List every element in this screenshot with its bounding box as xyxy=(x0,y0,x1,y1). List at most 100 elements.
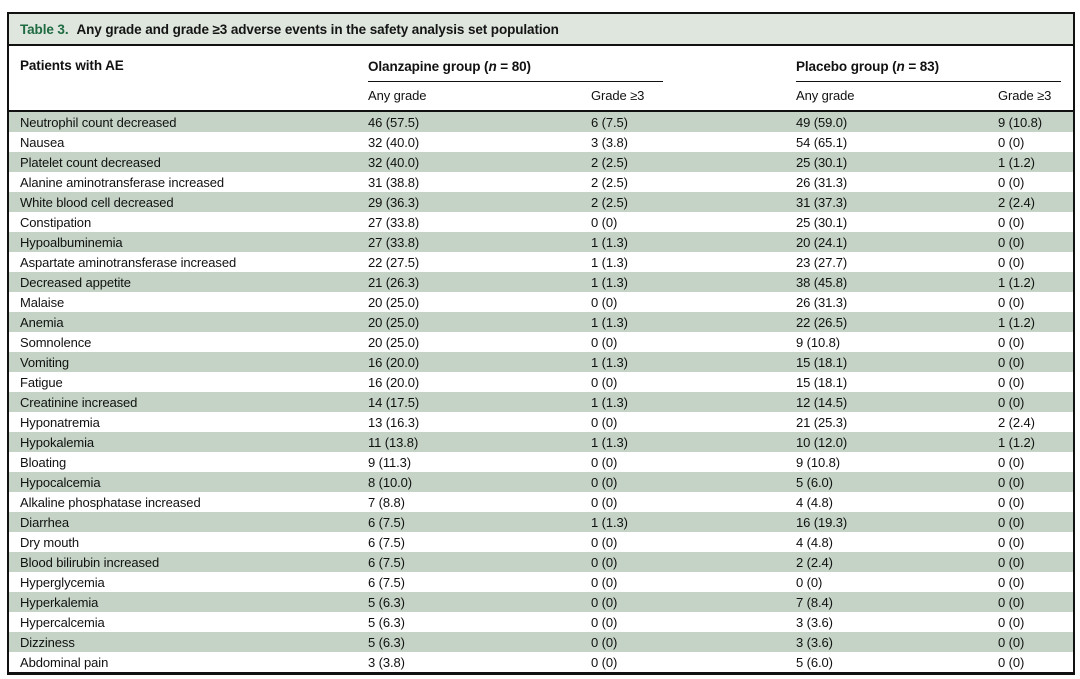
table-body: Neutrophil count decreased 46 (57.5) 6 (7.… xyxy=(9,111,1073,673)
adverse-events-table: Table 3. Any grade and grade ≥3 adverse … xyxy=(7,12,1075,675)
value-cell: 2 (2.5) xyxy=(591,154,628,170)
ae-name-cell: Blood bilirubin increased xyxy=(20,554,160,570)
value-cell: 0 (0) xyxy=(591,614,618,630)
value-cell: 20 (24.1) xyxy=(796,234,848,250)
table-row: Bloating 9 (11.3) 0 (0) 9 (10.8) 0 (0) xyxy=(9,452,1073,472)
value-cell: 22 (27.5) xyxy=(368,254,420,270)
placebo-n-symbol: n xyxy=(896,59,905,74)
table-row: Nausea 32 (40.0) 3 (3.8) 54 (65.1) 0 (0) xyxy=(9,132,1073,152)
table-row: Creatinine increased 14 (17.5) 1 (1.3) 12 (… xyxy=(9,392,1073,412)
value-cell: 49 (59.0) xyxy=(796,114,848,130)
ae-name-cell: Platelet count decreased xyxy=(20,154,161,170)
value-cell: 1 (1.3) xyxy=(591,354,628,370)
table-number-label: Table 3. xyxy=(20,21,69,37)
value-cell: 0 (0) xyxy=(998,574,1025,590)
sub-header-placebo-grade-ge3: Grade ≥3 xyxy=(998,88,1052,103)
value-cell: 14 (17.5) xyxy=(368,394,420,410)
value-cell: 1 (1.3) xyxy=(591,254,628,270)
sub-header-placebo-any-grade: Any grade xyxy=(796,88,855,103)
table-row: Hypocalcemia 8 (10.0) 0 (0) 5 (6.0) 0 (0) xyxy=(9,472,1073,492)
value-cell: 2 (2.4) xyxy=(796,554,833,570)
group-header-row: Patients with AE Olanzapine group (n = 8… xyxy=(9,46,1073,82)
value-cell: 0 (0) xyxy=(998,594,1025,610)
ae-name-cell: Abdominal pain xyxy=(20,654,109,670)
table-row: Platelet count decreased 32 (40.0) 2 (2.5)… xyxy=(9,152,1073,172)
value-cell: 5 (6.3) xyxy=(368,594,405,610)
value-cell: 0 (0) xyxy=(998,514,1025,530)
table-row: Alanine aminotransferase increased 31 (38… xyxy=(9,172,1073,192)
value-cell: 0 (0) xyxy=(998,214,1025,230)
value-cell: 1 (1.3) xyxy=(591,434,628,450)
table-row: Dry mouth 6 (7.5) 0 (0) 4 (4.8) 0 (0) xyxy=(9,532,1073,552)
value-cell: 6 (7.5) xyxy=(368,534,405,550)
value-cell: 16 (20.0) xyxy=(368,374,420,390)
ae-name-cell: Dry mouth xyxy=(20,534,80,550)
value-cell: 6 (7.5) xyxy=(368,554,405,570)
value-cell: 1 (1.3) xyxy=(591,314,628,330)
value-cell: 21 (25.3) xyxy=(796,414,848,430)
value-cell: 15 (18.1) xyxy=(796,374,848,390)
value-cell: 4 (4.8) xyxy=(796,494,833,510)
value-cell: 0 (0) xyxy=(591,474,618,490)
value-cell: 54 (65.1) xyxy=(796,134,848,150)
ae-name-cell: Alanine aminotransferase increased xyxy=(20,174,224,190)
sub-header-empty xyxy=(9,82,368,111)
value-cell: 2 (2.5) xyxy=(591,174,628,190)
value-cell: 0 (0) xyxy=(998,474,1025,490)
value-cell: 20 (25.0) xyxy=(368,314,420,330)
ae-name-cell: Bloating xyxy=(20,454,67,470)
ae-name-cell: Diarrhea xyxy=(20,514,70,530)
group-header-placebo: Placebo group (n = 83) xyxy=(796,46,1073,82)
value-cell: 0 (0) xyxy=(998,454,1025,470)
value-cell: 0 (0) xyxy=(591,574,618,590)
placebo-group-text: Placebo group ( xyxy=(796,59,897,74)
value-cell: 22 (26.5) xyxy=(796,314,848,330)
sub-header-olanzapine-any-grade: Any grade xyxy=(368,88,427,103)
olanzapine-group-rule: Olanzapine group (n = 80) xyxy=(368,59,663,82)
table-row: Decreased appetite 21 (26.3) 1 (1.3) 38 (45… xyxy=(9,272,1073,292)
value-cell: 20 (25.0) xyxy=(368,294,420,310)
table-caption: Any grade and grade ≥3 adverse events in… xyxy=(76,21,559,37)
value-cell: 27 (33.8) xyxy=(368,234,420,250)
table-title-bar: Table 3. Any grade and grade ≥3 adverse … xyxy=(9,14,1073,46)
table-row: Hypoalbuminemia 27 (33.8) 1 (1.3) 20 (24.1)… xyxy=(9,232,1073,252)
ae-name-cell: Alkaline phosphatase increased xyxy=(20,494,201,510)
value-cell: 15 (18.1) xyxy=(796,354,848,370)
ae-name-cell: Hypercalcemia xyxy=(20,614,105,630)
ae-name-cell: Hypokalemia xyxy=(20,434,95,450)
value-cell: 23 (27.7) xyxy=(796,254,848,270)
value-cell: 6 (7.5) xyxy=(368,574,405,590)
value-cell: 0 (0) xyxy=(591,214,618,230)
table-row: Aspartate aminotransferase increased 22 (… xyxy=(9,252,1073,272)
value-cell: 1 (1.2) xyxy=(998,314,1035,330)
value-cell: 31 (38.8) xyxy=(368,174,420,190)
olanzapine-n-symbol: n xyxy=(488,59,497,74)
value-cell: 32 (40.0) xyxy=(368,134,420,150)
value-cell: 5 (6.0) xyxy=(796,654,833,670)
table-row: Neutrophil count decreased 46 (57.5) 6 (7.… xyxy=(9,111,1073,132)
value-cell: 1 (1.2) xyxy=(998,274,1035,290)
ae-name-cell: Hyperkalemia xyxy=(20,594,99,610)
value-cell: 0 (0) xyxy=(998,634,1025,650)
value-cell: 0 (0) xyxy=(796,574,823,590)
ae-name-cell: Aspartate aminotransferase increased xyxy=(20,254,237,270)
ae-name-cell: Dizziness xyxy=(20,634,75,650)
value-cell: 0 (0) xyxy=(998,334,1025,350)
value-cell: 32 (40.0) xyxy=(368,154,420,170)
ae-name-cell: Malaise xyxy=(20,294,65,310)
value-cell: 1 (1.3) xyxy=(591,274,628,290)
value-cell: 5 (6.3) xyxy=(368,634,405,650)
value-cell: 5 (6.0) xyxy=(796,474,833,490)
table-row: Alkaline phosphatase increased 7 (8.8) 0 (… xyxy=(9,492,1073,512)
ae-name-cell: Nausea xyxy=(20,134,65,150)
olanzapine-n-value: = 80) xyxy=(496,59,531,74)
value-cell: 2 (2.4) xyxy=(998,194,1035,210)
table-row: Hyponatremia 13 (16.3) 0 (0) 21 (25.3) 2 (2.… xyxy=(9,412,1073,432)
table-row: Somnolence 20 (25.0) 0 (0) 9 (10.8) 0 (0) xyxy=(9,332,1073,352)
value-cell: 0 (0) xyxy=(591,634,618,650)
value-cell: 6 (7.5) xyxy=(591,114,628,130)
ae-name-cell: Decreased appetite xyxy=(20,274,131,290)
value-cell: 0 (0) xyxy=(591,294,618,310)
value-cell: 1 (1.2) xyxy=(998,154,1035,170)
